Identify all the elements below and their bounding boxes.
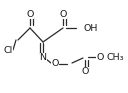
Text: CH₃: CH₃ [106,53,124,61]
Text: N: N [40,53,46,61]
Text: OH: OH [84,24,98,32]
Text: Cl: Cl [3,45,13,54]
Text: O: O [26,9,34,19]
Text: O: O [59,9,67,19]
Text: O: O [96,53,104,61]
Text: O: O [51,60,59,69]
Text: O: O [81,66,89,76]
